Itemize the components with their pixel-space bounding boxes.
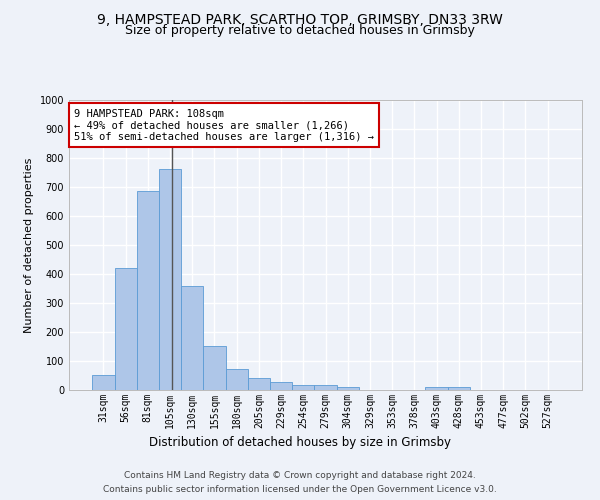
Text: Distribution of detached houses by size in Grimsby: Distribution of detached houses by size … [149,436,451,449]
Bar [270,382,292,390]
Bar [248,378,270,390]
Bar [226,368,248,390]
Y-axis label: Number of detached properties: Number of detached properties [24,158,34,332]
Bar [115,268,137,390]
Bar [292,385,314,390]
Bar [337,388,359,390]
Bar [137,192,159,390]
Bar [448,387,470,390]
Bar [203,346,226,390]
Bar [159,169,181,390]
Bar [425,387,448,390]
Text: Size of property relative to detached houses in Grimsby: Size of property relative to detached ho… [125,24,475,37]
Text: Contains HM Land Registry data © Crown copyright and database right 2024.: Contains HM Land Registry data © Crown c… [124,472,476,480]
Text: Contains public sector information licensed under the Open Government Licence v3: Contains public sector information licen… [103,484,497,494]
Bar [314,385,337,390]
Text: 9 HAMPSTEAD PARK: 108sqm
← 49% of detached houses are smaller (1,266)
51% of sem: 9 HAMPSTEAD PARK: 108sqm ← 49% of detach… [74,108,374,142]
Bar [181,286,203,390]
Bar [92,375,115,390]
Text: 9, HAMPSTEAD PARK, SCARTHO TOP, GRIMSBY, DN33 3RW: 9, HAMPSTEAD PARK, SCARTHO TOP, GRIMSBY,… [97,12,503,26]
